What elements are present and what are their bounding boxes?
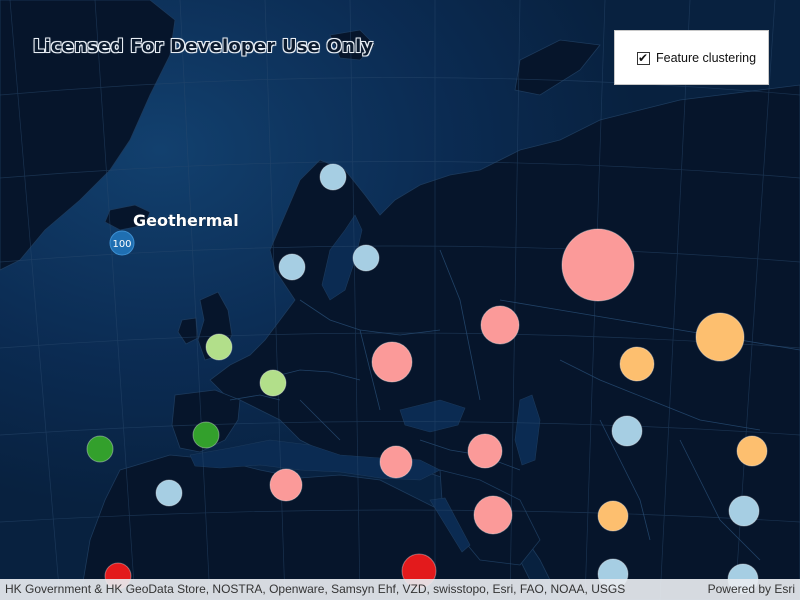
- cluster-light-blue[interactable]: [155, 479, 183, 507]
- cluster-orange[interactable]: [736, 435, 768, 467]
- iberia: [171, 389, 241, 453]
- cluster-light-blue[interactable]: [278, 253, 306, 281]
- cluster-light-blue[interactable]: [611, 415, 643, 447]
- cluster-pink[interactable]: [561, 228, 635, 302]
- geothermal-label: Geothermal: [133, 211, 239, 230]
- cluster-green[interactable]: [192, 421, 220, 449]
- mediterranean: [189, 439, 441, 481]
- cluster-orange[interactable]: [695, 312, 745, 362]
- clustering-panel: ✔ Feature clustering: [614, 30, 769, 85]
- iceland: [104, 204, 151, 231]
- caspian-sea: [514, 394, 541, 466]
- novaya-zemlya: [514, 39, 601, 96]
- cluster-pink[interactable]: [269, 468, 303, 502]
- attribution-text: HK Government & HK GeoData Store, NOSTRA…: [5, 582, 626, 596]
- inland-seas: [189, 214, 541, 553]
- cluster-pink[interactable]: [379, 445, 413, 479]
- cluster-count-label: 100: [112, 239, 131, 250]
- powered-by-text[interactable]: Powered by Esri: [707, 582, 795, 596]
- cluster-count-bubble[interactable]: [109, 230, 135, 256]
- cluster-light-blue[interactable]: [728, 495, 760, 527]
- attribution-bar: HK Government & HK GeoData Store, NOSTRA…: [0, 579, 800, 600]
- cluster-light-green[interactable]: [205, 333, 233, 361]
- greenland: [0, 0, 176, 271]
- cluster-pink[interactable]: [467, 433, 503, 469]
- cluster-green[interactable]: [86, 435, 114, 463]
- cluster-orange[interactable]: [619, 346, 655, 382]
- checkbox-icon[interactable]: ✔: [637, 50, 650, 65]
- black-sea: [399, 399, 466, 433]
- clustering-label: Feature clustering: [656, 51, 757, 65]
- cluster-pink[interactable]: [480, 305, 520, 345]
- clustering-toggle[interactable]: ✔ Feature clustering: [637, 51, 756, 65]
- svalbard: [329, 29, 376, 61]
- cluster-light-green[interactable]: [259, 369, 287, 397]
- cluster-light-blue[interactable]: [352, 244, 380, 272]
- cluster-pink[interactable]: [473, 495, 513, 535]
- checkmark-icon: ✔: [638, 50, 649, 65]
- cluster-light-blue[interactable]: [319, 163, 347, 191]
- cluster-pink[interactable]: [371, 341, 413, 383]
- license-watermark: Licensed For Developer Use Only: [33, 36, 374, 57]
- red-sea: [429, 497, 471, 553]
- cluster-orange[interactable]: [597, 500, 629, 532]
- geothermal-popup-label: Geothermal 100: [109, 211, 239, 256]
